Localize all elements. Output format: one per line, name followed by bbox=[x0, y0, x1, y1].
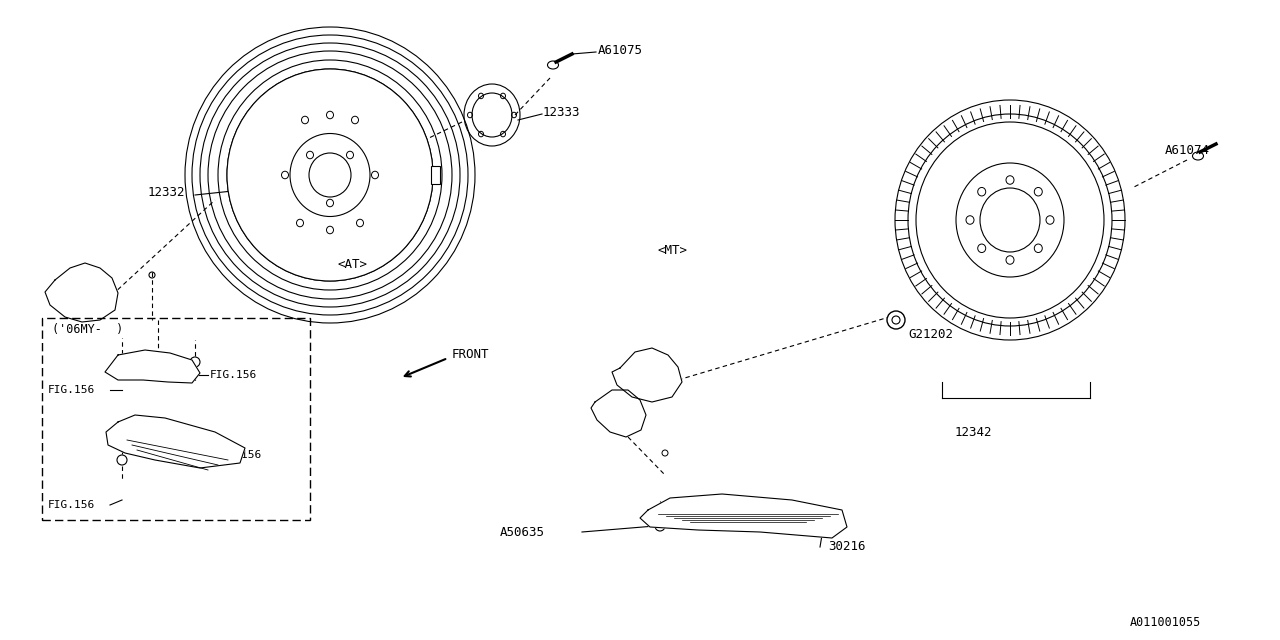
Polygon shape bbox=[612, 348, 682, 402]
Text: FIG.156: FIG.156 bbox=[49, 500, 95, 510]
Text: A011001055: A011001055 bbox=[1130, 616, 1201, 628]
Polygon shape bbox=[105, 350, 200, 383]
Text: FIG.156: FIG.156 bbox=[215, 450, 262, 460]
Polygon shape bbox=[45, 263, 118, 322]
Text: ('06MY-  ): ('06MY- ) bbox=[52, 323, 123, 337]
Text: A50635: A50635 bbox=[500, 525, 545, 538]
Text: 12332: 12332 bbox=[148, 186, 186, 200]
Text: 12333: 12333 bbox=[543, 106, 581, 118]
Polygon shape bbox=[106, 415, 244, 468]
Text: <MT>: <MT> bbox=[658, 243, 689, 257]
Text: FRONT: FRONT bbox=[452, 349, 489, 362]
Ellipse shape bbox=[227, 69, 433, 281]
Text: A61074: A61074 bbox=[1165, 143, 1210, 157]
Text: FIG.156: FIG.156 bbox=[49, 385, 95, 395]
Text: G21202: G21202 bbox=[908, 328, 954, 342]
Text: FIG.156: FIG.156 bbox=[210, 370, 257, 380]
Text: A61075: A61075 bbox=[598, 44, 643, 56]
Polygon shape bbox=[591, 390, 646, 437]
Text: <AT>: <AT> bbox=[338, 259, 369, 271]
Text: 12342: 12342 bbox=[955, 426, 992, 438]
Polygon shape bbox=[640, 494, 847, 538]
Bar bbox=[42, 318, 310, 520]
Text: 30216: 30216 bbox=[828, 541, 865, 554]
Circle shape bbox=[887, 311, 905, 329]
Bar bbox=[431, 166, 440, 184]
